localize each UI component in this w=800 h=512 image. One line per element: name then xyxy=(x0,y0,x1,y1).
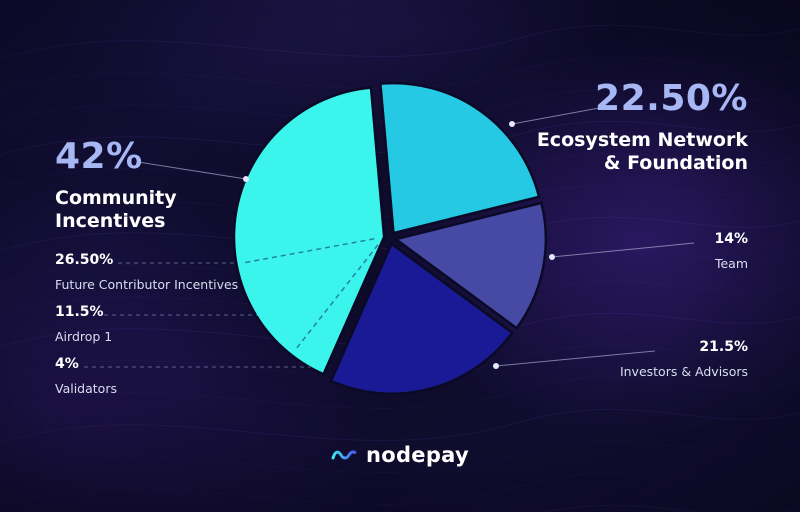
leader-dot-team xyxy=(549,254,555,260)
leader-dot-investors xyxy=(493,363,499,369)
pie-slice-investors-advisors xyxy=(329,242,514,396)
breakdown-item-future-contributors: 26.50% Future Contributor Incentives xyxy=(55,252,238,292)
breakdown-item-validators: 4% Validators xyxy=(55,356,117,396)
leader-dot-community xyxy=(243,176,249,182)
callout-community: 42% Community Incentives xyxy=(55,136,177,233)
brand-name: nodepay xyxy=(366,443,469,467)
breakdown-divider xyxy=(241,238,375,264)
ecosystem-label-line2: & Foundation xyxy=(603,152,748,175)
investors-percent: 21.5% xyxy=(699,339,748,355)
ecosystem-label: Ecosystem Network & Foundation xyxy=(537,129,748,175)
pie-slice-community-incentives xyxy=(232,86,386,376)
airdrop-label: Airdrop 1 xyxy=(55,329,113,344)
callout-investors: 21.5% Investors & Advisors xyxy=(620,339,748,379)
community-label-line1: Community xyxy=(55,187,177,209)
airdrop-percent: 11.5% xyxy=(55,304,104,320)
community-label-line2: Incentives xyxy=(55,210,166,233)
leader-dot-ecosystem xyxy=(509,121,515,127)
leader-line-community xyxy=(137,161,247,180)
investors-label: Investors & Advisors xyxy=(619,364,748,379)
leader-line-ecosystem xyxy=(511,105,611,125)
future-contributors-label: Future Contributor Incentives xyxy=(55,277,239,292)
team-label: Team xyxy=(714,256,748,271)
leader-line-team xyxy=(551,242,695,258)
ecosystem-label-line1: Ecosystem Network xyxy=(536,129,748,151)
callout-ecosystem: 22.50% Ecosystem Network & Foundation xyxy=(537,78,748,175)
breakdown-divider xyxy=(293,244,379,352)
callout-team: 14% Team xyxy=(714,231,748,271)
pie-slice-ecosystem-network-foundation xyxy=(379,81,541,235)
future-contributors-percent: 26.50% xyxy=(55,252,114,268)
nodepay-wave-icon xyxy=(331,450,357,460)
community-label: Community Incentives xyxy=(55,187,177,233)
validators-label: Validators xyxy=(55,381,117,396)
ecosystem-percent: 22.50% xyxy=(595,78,748,119)
leader-line-investors xyxy=(495,350,656,367)
validators-percent: 4% xyxy=(55,356,79,372)
brand-footer: nodepay xyxy=(0,443,800,467)
team-percent: 14% xyxy=(714,231,748,247)
breakdown-item-airdrop: 11.5% Airdrop 1 xyxy=(55,304,112,344)
pie-slice-team xyxy=(394,201,548,330)
community-percent: 42% xyxy=(55,136,143,177)
